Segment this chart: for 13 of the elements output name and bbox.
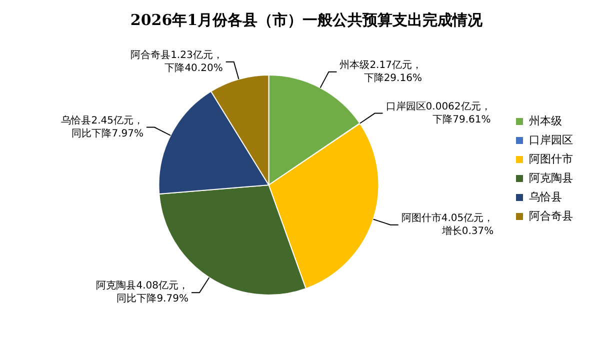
- data-label: 阿合奇县1.23亿元，下降40.20%: [130, 48, 223, 74]
- data-label: 阿图什市4.05亿元，增长0.37%: [401, 212, 494, 237]
- legend-label: 乌恰县: [529, 190, 562, 204]
- legend-label: 阿图什市: [529, 152, 573, 166]
- data-label: 口岸园区0.0062亿元，下降79.61%: [386, 100, 491, 126]
- legend-label: 州本级: [529, 114, 562, 128]
- legend-label: 阿克陶县: [529, 171, 573, 184]
- chart-title: 2026年1月份各县（市）一般公共预算支出完成情况: [130, 10, 484, 29]
- legend-label: 阿合奇县: [529, 209, 573, 222]
- data-label: 州本级2.17亿元，下降29.16%: [340, 59, 422, 84]
- data-label: 阿克陶县4.08亿元，同比下降9.79%: [96, 280, 188, 305]
- data-label: 乌恰县2.45亿元，同比下降7.97%: [61, 114, 144, 140]
- legend-label: 口岸园区: [529, 133, 573, 146]
